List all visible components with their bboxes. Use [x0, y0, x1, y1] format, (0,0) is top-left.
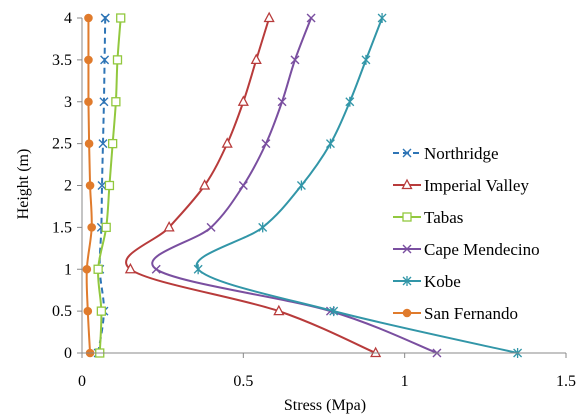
data-point [82, 264, 92, 274]
legend-entry: San Fernando [393, 304, 518, 323]
data-point [87, 223, 96, 232]
series-1 [124, 11, 382, 358]
data-point [101, 222, 111, 233]
series-2 [93, 13, 126, 358]
x-tick-label: 0 [78, 373, 86, 390]
series-line [125, 17, 377, 354]
legend-label: Kobe [424, 272, 461, 291]
data-point [402, 276, 412, 286]
y-tick-label: 0 [64, 345, 72, 362]
data-point [402, 244, 412, 254]
x-tick-label: 1.5 [556, 373, 576, 390]
data-point [402, 148, 412, 158]
legend-entry: Cape Mendecino [393, 240, 540, 259]
x-tick-label: 0.5 [233, 373, 253, 390]
data-point [261, 139, 271, 149]
y-axis-title: Height (m) [15, 149, 32, 220]
series-5 [82, 13, 96, 358]
legend-label: San Fernando [424, 304, 518, 323]
legend-entry: Northridge [393, 144, 499, 163]
data-point [84, 13, 93, 23]
data-point [96, 306, 107, 316]
data-point [377, 13, 387, 23]
data-point [104, 180, 115, 191]
legend-entry: Tabas [393, 208, 463, 227]
data-point [370, 346, 382, 358]
y-tick-label: 2.5 [52, 136, 72, 153]
data-point [99, 97, 109, 107]
data-point [84, 55, 93, 65]
data-point [402, 212, 412, 222]
legend-entry: Imperial Valley [393, 176, 529, 195]
data-point [258, 222, 268, 233]
x-axis-title: Stress (Mpa) [284, 397, 366, 414]
data-point [402, 308, 412, 318]
y-tick-label: 2 [64, 178, 72, 195]
y-tick-label: 1.5 [52, 219, 72, 236]
legend-label: Imperial Valley [424, 176, 529, 195]
data-point [306, 13, 316, 23]
data-point [100, 55, 110, 65]
data-point [97, 181, 107, 190]
x-tick-label: 1 [401, 373, 409, 390]
axes: 0 0.5 1 1.5 2 2.5 3 3.5 4 0 0.5 1 1.5 [52, 10, 576, 390]
data-point [221, 137, 233, 148]
data-point [98, 139, 108, 149]
data-point [401, 178, 413, 190]
data-point [273, 304, 285, 316]
legend-label: Tabas [424, 208, 463, 227]
y-tick-label: 1 [64, 261, 72, 278]
data-point [238, 181, 248, 190]
data-point [93, 264, 103, 274]
data-point [84, 97, 93, 107]
data-point [206, 222, 216, 232]
data-point [193, 264, 203, 275]
data-point [83, 306, 93, 316]
data-point [199, 179, 211, 190]
legend-label: Northridge [424, 144, 499, 163]
legend: Northridge Imperial Valley Tabas Cape Mende… [393, 144, 540, 323]
data-point [111, 97, 121, 107]
data-point [112, 55, 123, 65]
data-point [163, 220, 175, 232]
data-point [100, 13, 110, 23]
data-point [237, 95, 249, 106]
data-point [277, 97, 287, 107]
series-line [97, 13, 107, 354]
data-point [263, 11, 275, 23]
legend-entry: Kobe [393, 272, 461, 291]
data-point [124, 262, 136, 274]
y-tick-label: 0.5 [52, 303, 72, 320]
data-point [329, 306, 339, 317]
y-tick-label: 4 [64, 10, 72, 27]
data-point [325, 138, 335, 149]
data-point [290, 55, 300, 65]
data-point [250, 53, 262, 65]
data-point [296, 180, 306, 191]
y-tick-label: 3.5 [52, 52, 72, 69]
data-point [116, 13, 126, 23]
data-point [85, 181, 95, 190]
data-point [151, 264, 161, 274]
y-tick-label: 3 [64, 94, 72, 111]
plot-area [82, 11, 523, 358]
data-point [361, 54, 371, 65]
data-point [84, 139, 94, 148]
legend-label: Cape Mendecino [424, 240, 540, 259]
data-point [345, 96, 355, 107]
data-point [108, 138, 118, 149]
